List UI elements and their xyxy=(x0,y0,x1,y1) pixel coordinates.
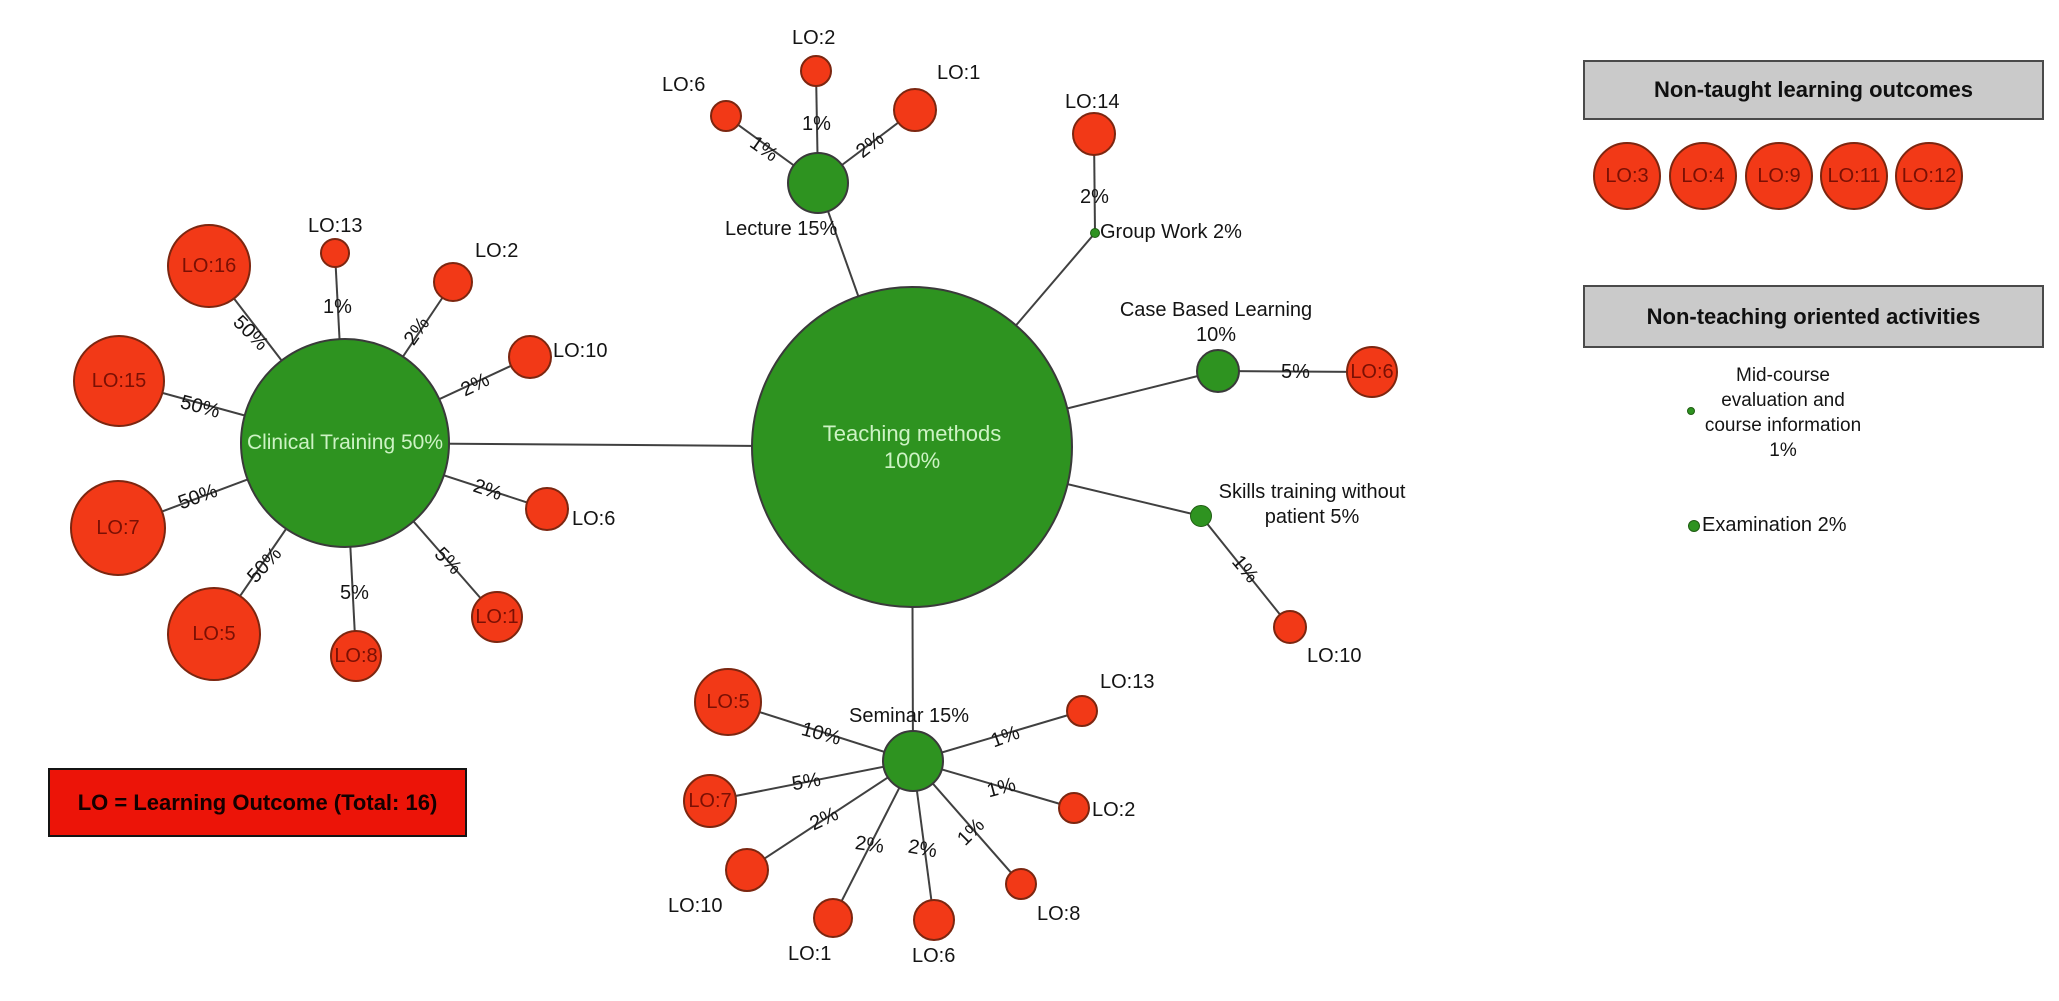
node-lo7-seminar: LO:7 xyxy=(683,774,737,828)
node-lo5-seminar: LO:5 xyxy=(694,668,762,736)
lo8-label: LO:8 xyxy=(334,644,378,667)
node-teaching-methods: Teaching methods 100% xyxy=(751,286,1073,608)
lo11-label: LO:11 xyxy=(1827,164,1881,187)
lo13-clinical-label: LO:13 xyxy=(308,215,363,237)
lo4-label: LO:4 xyxy=(1681,164,1725,187)
lo2-seminar-label: LO:2 xyxy=(1092,799,1136,821)
examination-dot xyxy=(1688,520,1700,532)
node-case-based-learning xyxy=(1196,349,1240,393)
non-taught-header: Non-taught learning outcomes xyxy=(1583,60,2044,120)
lo16-label: LO:16 xyxy=(181,254,237,277)
node-lo15-clinical: LO:15 xyxy=(73,335,165,427)
node-lo9-nontaught: LO:9 xyxy=(1745,142,1813,210)
non-teaching-header: Non-teaching oriented activities xyxy=(1583,285,2044,348)
lo1-lecture-label: LO:1 xyxy=(937,62,981,84)
lo10-clinical-label: LO:10 xyxy=(553,340,608,362)
pct-seminar-lo6: 2% xyxy=(906,835,939,863)
node-seminar xyxy=(882,730,944,792)
lo1-label: LO:1 xyxy=(475,605,519,628)
node-lo7-clinical: LO:7 xyxy=(70,480,166,576)
lo12-label: LO:12 xyxy=(1901,164,1957,187)
edge-skills-lo10 xyxy=(1200,515,1291,628)
lo15-label: LO:15 xyxy=(91,369,147,392)
pct-seminar-lo1: 2% xyxy=(853,832,886,858)
node-lo12-nontaught: LO:12 xyxy=(1895,142,1963,210)
node-lo8-clinical: LO:8 xyxy=(330,630,382,682)
lo8-seminar-label: LO:8 xyxy=(1037,903,1081,925)
pct-lecture-lo2: 1% xyxy=(802,113,831,135)
lo2-clinical-label: LO:2 xyxy=(475,240,519,262)
lo2-lecture-label: LO:2 xyxy=(792,27,836,49)
node-skills-training xyxy=(1190,505,1212,527)
node-lo3-nontaught: LO:3 xyxy=(1593,142,1661,210)
node-lo16-clinical: LO:16 xyxy=(167,224,251,308)
lo6-lecture-label: LO:6 xyxy=(662,74,706,96)
node-group-work xyxy=(1090,228,1100,238)
node-lo13-clinical xyxy=(320,238,350,268)
node-lo2-seminar xyxy=(1058,792,1090,824)
edge-seminar-lo10 xyxy=(746,760,914,871)
node-lo11-nontaught: LO:11 xyxy=(1820,142,1888,210)
mid-course-label: Mid-course evaluation and course informa… xyxy=(1704,365,1862,461)
lo-definition-text: LO = Learning Outcome (Total: 16) xyxy=(77,789,438,815)
node-lo1-clinical: LO:1 xyxy=(471,591,523,643)
pct-clinical-lo8: 5% xyxy=(340,582,369,604)
node-lo2-clinical xyxy=(433,262,473,302)
node-lo10-skills xyxy=(1273,610,1307,644)
examination-label: Examination 2% xyxy=(1702,514,1847,536)
lo-definition-note: LO = Learning Outcome (Total: 16) xyxy=(48,768,467,837)
node-lecture xyxy=(787,152,849,214)
non-taught-title: Non-taught learning outcomes xyxy=(1654,77,1973,102)
lo10-seminar-label: LO:10 xyxy=(668,895,723,917)
case-based-learning-label: Case Based Learning 10% xyxy=(1119,299,1313,346)
lo7-seminar-label: LO:7 xyxy=(688,789,732,812)
group-work-label: Group Work 2% xyxy=(1100,221,1242,243)
lecture-label: Lecture 15% xyxy=(725,218,838,240)
non-teaching-title: Non-teaching oriented activities xyxy=(1646,303,1981,329)
lo5-seminar-label: LO:5 xyxy=(706,690,750,713)
teaching-methods-label: Teaching methods 100% xyxy=(822,420,1002,474)
node-lo4-nontaught: LO:4 xyxy=(1669,142,1737,210)
node-lo14-groupwork xyxy=(1072,112,1116,156)
edge-seminar-lo7 xyxy=(709,760,914,802)
lo3-label: LO:3 xyxy=(1605,164,1649,187)
node-clinical-training: Clinical Training 50% xyxy=(240,338,450,548)
lo10-skills-label: LO:10 xyxy=(1307,645,1362,667)
lo9-label: LO:9 xyxy=(1757,164,1801,187)
node-lo6-case: LO:6 xyxy=(1346,346,1398,398)
lo1-seminar-label: LO:1 xyxy=(788,943,832,965)
lo13-seminar-label: LO:13 xyxy=(1100,671,1155,693)
lo7-label: LO:7 xyxy=(96,516,140,539)
lo6-clinical-label: LO:6 xyxy=(572,508,616,530)
node-lo8-seminar xyxy=(1005,868,1037,900)
node-lo6-lecture xyxy=(710,100,742,132)
lo6-seminar-label: LO:6 xyxy=(912,945,956,967)
node-lo10-clinical xyxy=(508,335,552,379)
node-lo6-seminar xyxy=(913,899,955,941)
pct-seminar-lo7: 5% xyxy=(790,768,823,796)
node-lo13-seminar xyxy=(1066,695,1098,727)
lo14-label: LO:14 xyxy=(1065,91,1120,113)
mid-course-dot xyxy=(1687,407,1695,415)
lo5-label: LO:5 xyxy=(192,622,236,645)
node-lo10-seminar xyxy=(725,848,769,892)
pct-clinical-lo13: 1% xyxy=(323,296,352,318)
node-lo5-clinical: LO:5 xyxy=(167,587,261,681)
node-lo1-lecture xyxy=(893,88,937,132)
node-lo2-lecture xyxy=(800,55,832,87)
clinical-training-label: Clinical Training 50% xyxy=(246,431,444,454)
pct-groupwork-lo14: 2% xyxy=(1080,186,1109,208)
node-lo6-clinical xyxy=(525,487,569,531)
seminar-label: Seminar 15% xyxy=(849,705,970,727)
pct-case-lo6: 5% xyxy=(1281,361,1310,383)
skills-training-label: Skills training without patient 5% xyxy=(1218,481,1406,528)
lo6-case-label: LO:6 xyxy=(1350,360,1394,383)
node-lo1-seminar xyxy=(813,898,853,938)
